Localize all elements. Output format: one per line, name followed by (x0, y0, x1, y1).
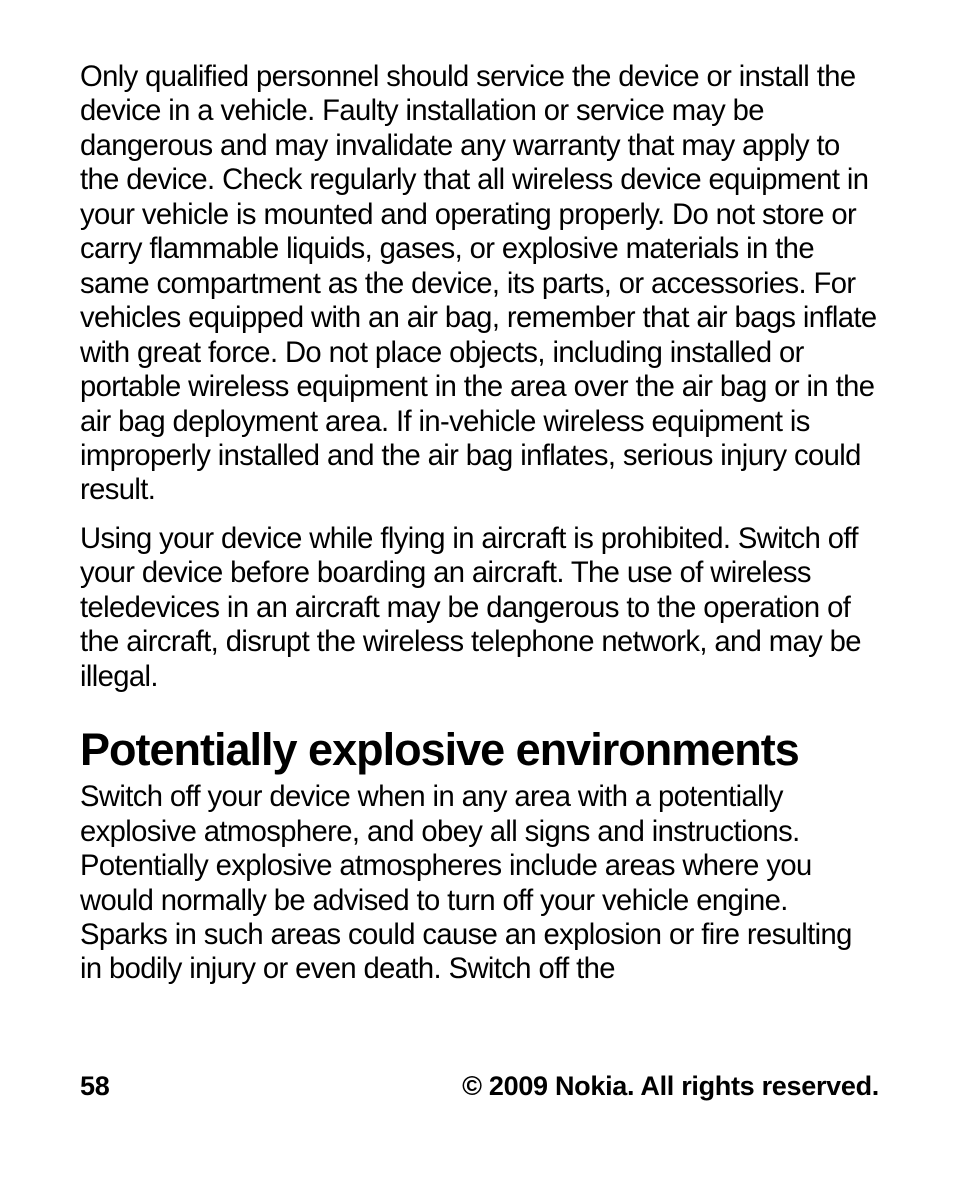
copyright-notice: © 2009 Nokia. All rights reserved. (462, 1071, 879, 1102)
document-page: Only qualified personnel should service … (0, 0, 954, 1180)
page-footer: 58 © 2009 Nokia. All rights reserved. (80, 1071, 879, 1102)
paragraph-vehicle-safety: Only qualified personnel should service … (80, 60, 879, 508)
paragraph-aircraft-prohibition: Using your device while flying in aircra… (80, 522, 879, 694)
paragraph-explosive-environments: Switch off your device when in any area … (80, 780, 879, 987)
page-number: 58 (80, 1071, 109, 1102)
section-heading-explosive-environments: Potentially explosive environments (80, 724, 879, 776)
